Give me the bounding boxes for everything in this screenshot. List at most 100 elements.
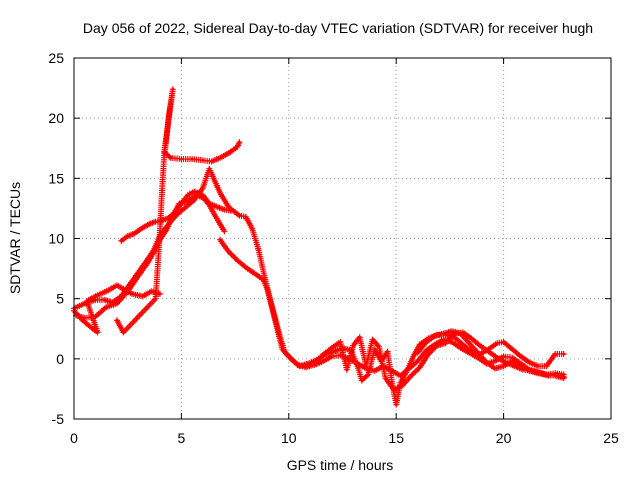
- data-point: [332, 350, 336, 353]
- data-point: [401, 383, 404, 387]
- data-point: [83, 302, 87, 305]
- data-point: [218, 238, 222, 242]
- data-point: [173, 210, 177, 214]
- y-tick-label: 15: [48, 170, 64, 186]
- x-tick-label: 20: [496, 430, 512, 446]
- data-point: [186, 193, 190, 197]
- data-point: [167, 116, 170, 120]
- data-point: [510, 356, 514, 359]
- data-point: [442, 332, 445, 335]
- data-point: [238, 214, 241, 218]
- y-tick-label: 25: [48, 50, 64, 66]
- data-point: [104, 305, 108, 309]
- data-point: [510, 347, 514, 351]
- data-point: [470, 350, 473, 353]
- data-point: [244, 215, 248, 219]
- data-point: [476, 351, 480, 355]
- data-point: [272, 311, 276, 315]
- data-point: [94, 294, 97, 298]
- data-point: [218, 222, 222, 226]
- data-point: [94, 315, 97, 319]
- data-point: [409, 374, 413, 378]
- data-point: [459, 332, 462, 335]
- data-point: [377, 345, 381, 349]
- data-point: [149, 290, 153, 293]
- data-point: [210, 160, 213, 163]
- data-point: [190, 157, 194, 161]
- data-point: [132, 232, 136, 236]
- data-point: [169, 156, 173, 160]
- data-point: [119, 239, 123, 243]
- data-point: [122, 331, 125, 334]
- data-point: [392, 388, 396, 392]
- data-point: [536, 364, 540, 368]
- data-point: [278, 335, 282, 339]
- data-point: [158, 292, 162, 296]
- data-point: [154, 220, 158, 224]
- data-point: [371, 338, 374, 341]
- data-point: [545, 364, 548, 368]
- data-point: [306, 362, 310, 365]
- data-point: [192, 190, 196, 194]
- data-point: [412, 355, 415, 358]
- y-tick-label: 5: [56, 291, 64, 307]
- data-point: [394, 403, 398, 406]
- data-point: [519, 363, 523, 367]
- series-track-d: [118, 188, 234, 244]
- data-point: [553, 352, 557, 356]
- data-point: [158, 231, 162, 234]
- data-point: [360, 379, 364, 382]
- x-tick-label: 5: [178, 430, 186, 446]
- data-point: [162, 150, 166, 154]
- data-point: [180, 202, 183, 206]
- data-point: [418, 343, 422, 346]
- data-point: [216, 205, 220, 209]
- y-tick-label: 20: [48, 110, 64, 126]
- data-point: [212, 211, 216, 215]
- data-point: [444, 341, 447, 345]
- data-point: [467, 341, 471, 345]
- data-point: [298, 364, 301, 368]
- data-point: [345, 368, 349, 372]
- data-point: [459, 346, 462, 350]
- y-axis-label: SDTVAR / TECUs: [7, 182, 23, 294]
- data-point: [386, 350, 389, 353]
- data-point: [212, 176, 216, 180]
- data-point: [461, 343, 465, 346]
- data-point: [107, 288, 110, 292]
- data-point: [115, 284, 119, 287]
- data-point: [218, 191, 222, 195]
- data-point: [519, 355, 523, 358]
- data-point: [137, 274, 140, 278]
- data-point: [115, 302, 119, 305]
- series-track-e: [114, 86, 243, 336]
- data-point: [418, 365, 422, 369]
- data-point: [502, 355, 505, 358]
- data-point: [339, 340, 342, 344]
- x-tick-label: 0: [70, 430, 78, 446]
- data-point: [257, 249, 261, 252]
- data-point: [169, 102, 173, 106]
- series-track-h: [414, 328, 567, 378]
- data-point: [470, 337, 473, 340]
- data-point: [315, 358, 319, 362]
- y-tick-label: 0: [56, 351, 64, 367]
- data-point: [562, 352, 566, 356]
- data-point: [227, 151, 231, 155]
- data-point: [89, 326, 93, 329]
- data-point: [238, 140, 241, 144]
- data-point: [493, 367, 497, 370]
- data-point: [416, 351, 420, 355]
- x-tick-label: 15: [388, 430, 404, 446]
- data-point: [416, 359, 420, 363]
- data-point: [253, 272, 256, 275]
- data-point: [265, 287, 269, 291]
- data-point: [141, 226, 145, 230]
- data-point: [450, 340, 454, 344]
- data-point: [223, 229, 226, 233]
- data-point: [373, 347, 377, 351]
- data-point: [330, 355, 334, 358]
- data-point: [435, 344, 439, 347]
- x-tick-label: 25: [603, 430, 619, 446]
